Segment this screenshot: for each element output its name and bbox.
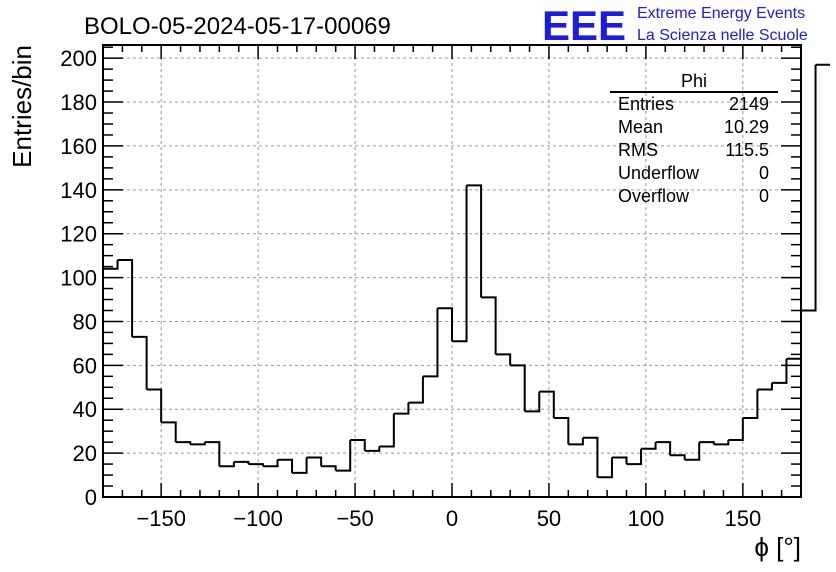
histogram-bin [422, 308, 439, 378]
y-tick-label: 180 [60, 90, 97, 115]
histogram-bin [641, 442, 657, 450]
brand-line-1: Extreme Energy Events [637, 5, 805, 22]
histogram-bin [117, 259, 134, 337]
histogram-bin [248, 463, 264, 467]
histogram-bin [524, 391, 541, 413]
x-tick-label: 150 [724, 506, 761, 531]
axis-ticks [102, 45, 802, 498]
histogram-bin [321, 465, 337, 471]
histogram-bin [190, 442, 206, 446]
y-tick-label: 100 [60, 266, 97, 291]
histogram-bin [626, 448, 643, 466]
eee-logo: EEE [542, 2, 626, 49]
x-tick-label: 100 [628, 506, 665, 531]
stats-label-underflow: Underflow [618, 163, 700, 183]
histogram-bin [728, 418, 744, 441]
histogram-bin [757, 382, 773, 391]
stats-label-entries: Entries [618, 94, 674, 114]
histogram-bin [219, 461, 235, 468]
histogram-bin [204, 441, 221, 467]
y-tick-label: 80 [73, 309, 97, 334]
y-tick-label: 20 [73, 441, 97, 466]
stats-value-mean: 10.29 [724, 117, 769, 137]
grid-lines [103, 45, 801, 497]
histogram-bin [742, 389, 759, 420]
x-tick-label: 50 [537, 506, 561, 531]
histogram-bin [655, 441, 672, 456]
stats-value-underflow: 0 [759, 163, 769, 183]
histogram-bin [684, 442, 701, 461]
histogram-bin [408, 376, 424, 404]
histogram-bin [350, 438, 366, 451]
x-tick-label: −100 [233, 506, 283, 531]
x-tick-label: −50 [336, 506, 373, 531]
y-tick-label: 200 [60, 46, 97, 71]
y-tick-label: 160 [60, 134, 97, 159]
histogram-bin [437, 307, 453, 342]
stats-label-overflow: Overflow [618, 186, 690, 206]
histogram-bin [495, 353, 512, 366]
stats-label-mean: Mean [618, 117, 663, 137]
histogram-bin [582, 436, 599, 478]
stats-value-entries: 2149 [729, 94, 769, 114]
y-tick-label: 0 [85, 485, 97, 510]
y-tick-label: 40 [73, 397, 97, 422]
histogram-bin [786, 310, 802, 360]
histogram-bin [277, 458, 294, 473]
histogram-bin [146, 388, 163, 423]
histogram-bin [175, 441, 192, 445]
stats-box: Phi Entries 2149 Mean 10.29 RMS 115.5 Un… [610, 71, 778, 206]
y-tick-label: 60 [73, 353, 97, 378]
histogram-bin [699, 441, 715, 445]
y-tick-label: 140 [60, 178, 97, 203]
histogram-bin [103, 260, 119, 270]
histogram-bin [161, 421, 177, 443]
histogram-bin [379, 413, 395, 448]
stats-value-overflow: 0 [759, 186, 769, 206]
y-tick-labels: 0 20 40 60 80 100 120 140 160 180 200 [60, 46, 97, 510]
histogram-bin [771, 358, 788, 384]
histogram-bin [713, 439, 730, 446]
y-tick-label: 120 [60, 222, 97, 247]
histogram-bin [510, 364, 526, 412]
histogram-bin [452, 185, 468, 343]
x-tick-labels: −150 −100 −50 0 50 100 150 [136, 506, 761, 531]
stats-value-rms: 115.5 [725, 140, 769, 160]
stats-name: Phi [681, 71, 707, 91]
histogram-bin [801, 64, 817, 312]
histogram-bin [611, 456, 628, 465]
x-axis-title: ϕ [°] [754, 532, 801, 562]
histogram-bin [568, 437, 584, 446]
histogram-bin [306, 456, 323, 467]
histogram-bin [292, 457, 308, 474]
histogram-bin [670, 454, 686, 460]
histogram-bin [466, 184, 483, 298]
histogram-bin [233, 460, 250, 465]
histogram-bin [597, 457, 613, 479]
histogram-bin [132, 335, 148, 390]
histogram-bin [393, 402, 410, 415]
histogram-bin [262, 459, 279, 468]
brand-line-2: La Scienza nelle Scuole [637, 27, 808, 44]
y-axis-title: Entries/bin [7, 45, 37, 168]
histogram-bin [364, 446, 381, 452]
x-tick-label: −150 [136, 506, 186, 531]
x-tick-label: 0 [446, 506, 458, 531]
histogram-bin [539, 390, 555, 419]
histogram-bins [103, 63, 831, 479]
histogram-bin [553, 417, 570, 445]
stats-label-rms: RMS [618, 140, 658, 160]
chart-title: BOLO-05-2024-05-17-00069 [84, 13, 391, 40]
histogram-bin [481, 296, 497, 355]
histogram-bin [335, 439, 352, 472]
